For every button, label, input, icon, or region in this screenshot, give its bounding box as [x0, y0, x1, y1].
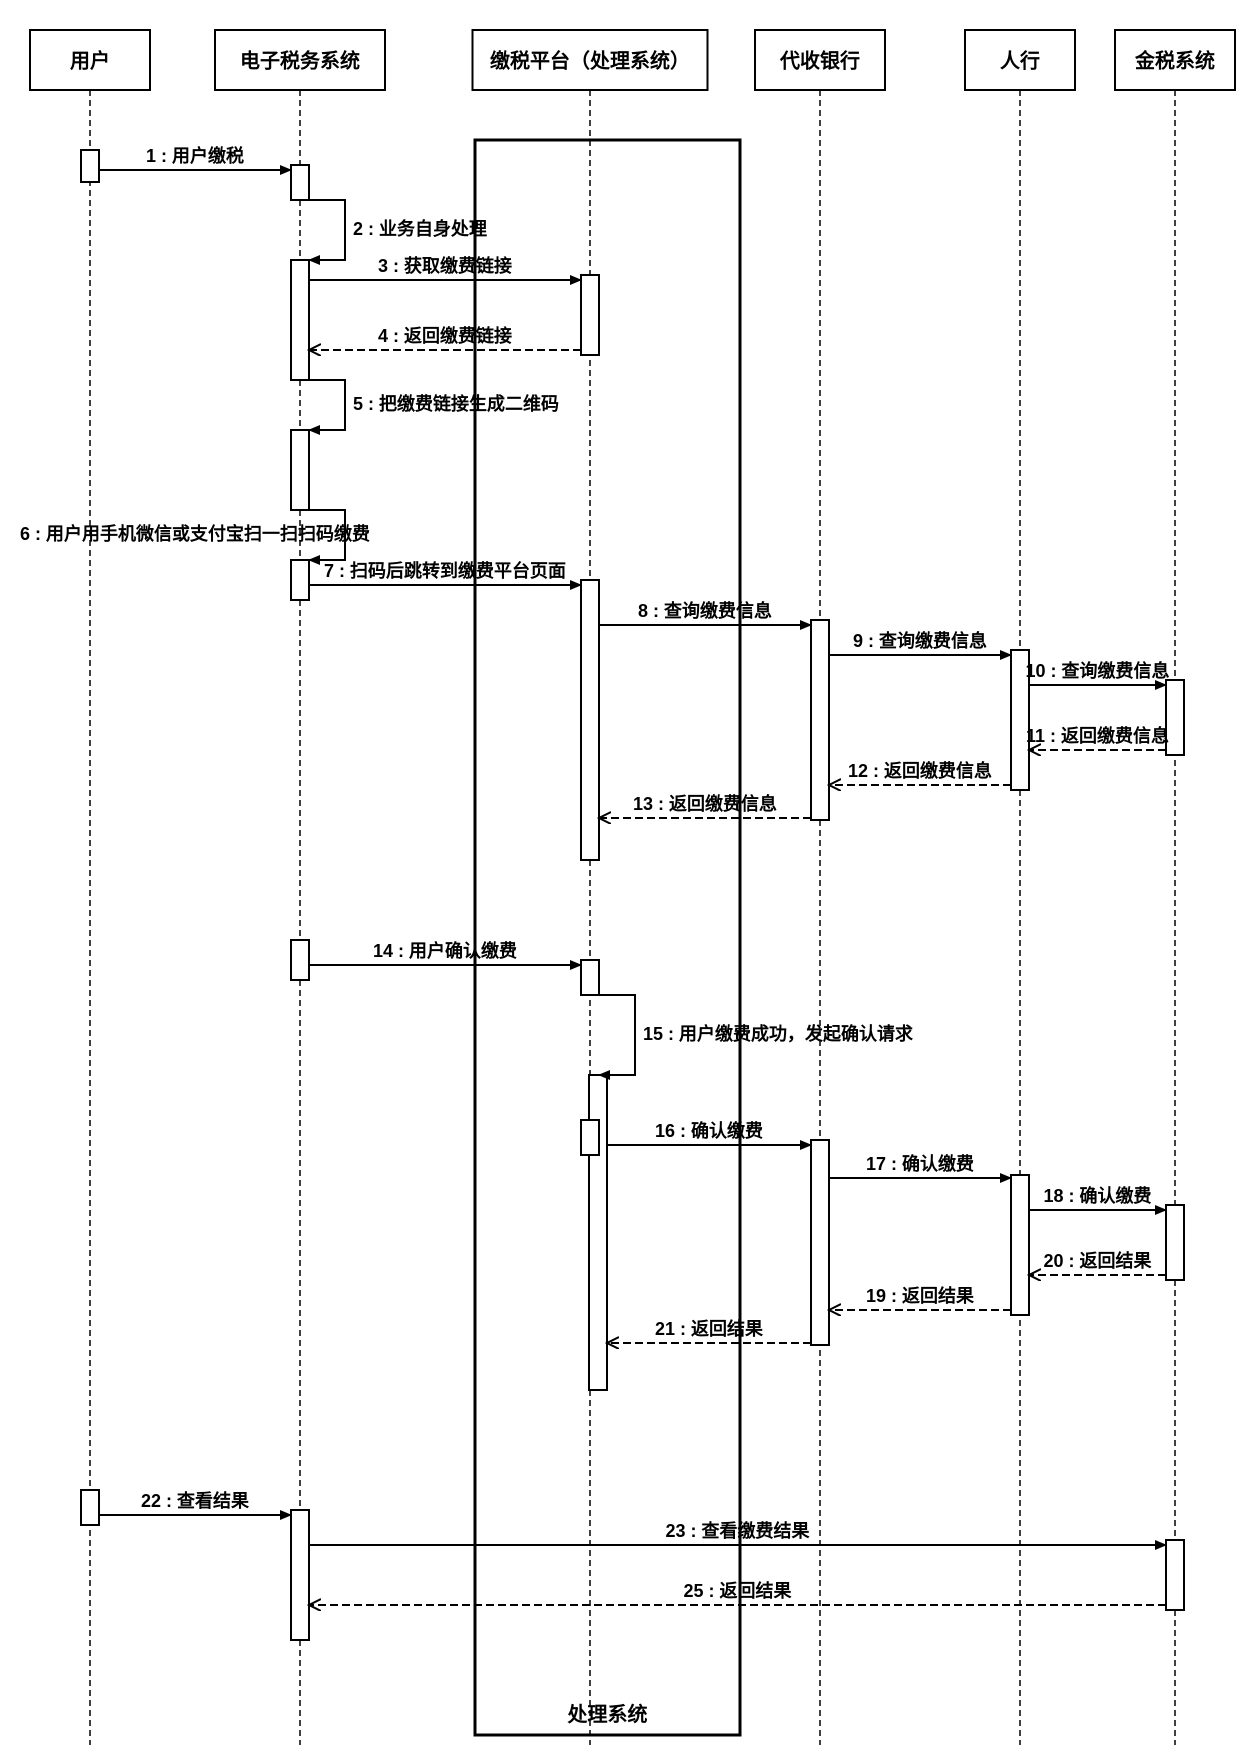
activation-payplat — [581, 580, 599, 860]
participant-label-user: 用户 — [70, 48, 110, 72]
activation-etax — [291, 430, 309, 510]
group-frame — [475, 140, 740, 1735]
message-label-13: 13 : 返回缴费信息 — [633, 793, 777, 814]
message-label-15: 15 : 用户缴费成功，发起确认请求 — [643, 1023, 914, 1044]
message-label-7: 7 : 扫码后跳转到缴费平台页面 — [324, 560, 566, 581]
message-label-9: 9 : 查询缴费信息 — [853, 630, 987, 651]
message-label-22: 22 : 查看结果 — [141, 1490, 250, 1511]
activation-payplat — [581, 275, 599, 355]
message-5 — [309, 380, 345, 430]
message-label-25: 25 : 返回结果 — [683, 1580, 792, 1601]
message-label-17: 17 : 确认缴费 — [866, 1153, 974, 1174]
activation-etax — [291, 165, 309, 200]
message-label-4: 4 : 返回缴费链接 — [378, 325, 512, 346]
activation-jinshui — [1166, 1540, 1184, 1610]
activation-etax — [291, 940, 309, 980]
activation-bank — [811, 1140, 829, 1345]
sequence-diagram: 处理系统 1 : 用户缴税 2 : 业务自身处理 3 : 获取缴费链接 4 : 返回缴… — [0, 0, 1240, 1759]
group-label: 处理系统 — [567, 1702, 648, 1726]
message-label-3: 3 : 获取缴费链接 — [378, 255, 512, 276]
message-label-12: 12 : 返回缴费信息 — [848, 760, 992, 781]
activation-jinshui — [1166, 1205, 1184, 1280]
message-15 — [599, 995, 635, 1075]
participant-label-bank: 代收银行 — [779, 48, 860, 72]
activation-user — [81, 150, 99, 182]
message-label-14: 14 : 用户确认缴费 — [373, 940, 517, 961]
message-label-8: 8 : 查询缴费信息 — [638, 600, 772, 621]
participant-label-payplat: 缴税平台（处理系统） — [490, 48, 690, 72]
activation-bank — [811, 620, 829, 820]
activation-payplat — [581, 960, 599, 995]
activation-user — [81, 1490, 99, 1525]
message-label-10: 10 : 查询缴费信息 — [1025, 660, 1169, 681]
message-label-23: 23 : 查看缴费结果 — [665, 1520, 810, 1541]
message-2 — [309, 200, 345, 260]
message-label-21: 21 : 返回结果 — [655, 1318, 764, 1339]
message-label-11: 11 : 返回缴费信息 — [1026, 725, 1169, 746]
participant-label-pboc: 人行 — [1000, 48, 1040, 72]
message-label-2: 2 : 业务自身处理 — [353, 218, 487, 239]
message-label-16: 16 : 确认缴费 — [655, 1120, 763, 1141]
message-label-19: 19 : 返回结果 — [866, 1285, 975, 1306]
message-label-18: 18 : 确认缴费 — [1043, 1185, 1151, 1206]
activation-etax — [291, 1510, 309, 1640]
message-label-1: 1 : 用户缴税 — [146, 145, 244, 166]
activation-etax — [291, 260, 309, 380]
activation-payplat — [581, 1120, 599, 1155]
activation-pboc — [1011, 1175, 1029, 1315]
message-label-5: 5 : 把缴费链接生成二维码 — [353, 393, 559, 414]
message-label-20: 20 : 返回结果 — [1043, 1250, 1152, 1271]
participant-label-jinshui: 金税系统 — [1134, 48, 1215, 72]
activation-etax — [291, 560, 309, 600]
message-label-6: 6 : 用户用手机微信或支付宝扫一扫扫码缴费 — [20, 523, 370, 544]
participant-label-etax: 电子税务系统 — [240, 48, 360, 72]
